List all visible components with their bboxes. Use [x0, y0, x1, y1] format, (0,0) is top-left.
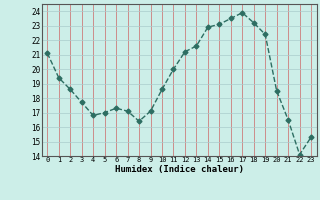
X-axis label: Humidex (Indice chaleur): Humidex (Indice chaleur) [115, 165, 244, 174]
